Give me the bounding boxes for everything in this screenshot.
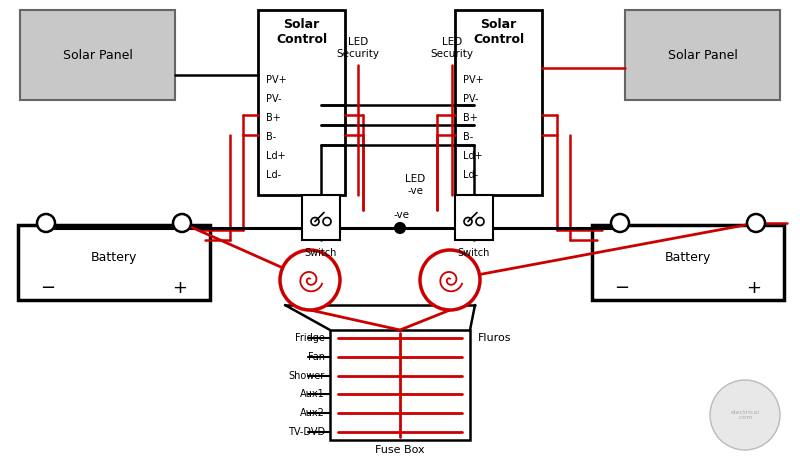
Circle shape [611,214,629,232]
Text: B-: B- [463,132,474,142]
Text: −: − [614,279,630,297]
Text: Fan: Fan [308,352,325,362]
Text: Solar
Control: Solar Control [473,18,524,46]
Text: Fuse Box: Fuse Box [375,445,425,455]
FancyBboxPatch shape [625,10,780,100]
Text: +: + [746,279,762,297]
Circle shape [311,218,319,225]
FancyBboxPatch shape [18,225,210,300]
Circle shape [464,218,472,225]
Text: TV-DVD: TV-DVD [288,427,325,437]
Text: PV-: PV- [266,94,282,104]
Text: -ve: -ve [394,210,410,220]
Text: Shower: Shower [289,370,325,381]
Text: Switch: Switch [458,248,490,258]
FancyBboxPatch shape [455,195,493,240]
Text: Fridge: Fridge [295,333,325,343]
Circle shape [280,250,340,310]
FancyBboxPatch shape [592,225,784,300]
Text: B+: B+ [266,113,281,123]
FancyBboxPatch shape [455,10,542,195]
Circle shape [323,218,331,225]
Text: Battery: Battery [665,251,711,264]
Circle shape [173,214,191,232]
Text: Aux1: Aux1 [300,389,325,399]
Text: LED
-ve: LED -ve [405,174,425,196]
Text: Ld+: Ld+ [266,151,286,161]
Text: Ld+: Ld+ [463,151,482,161]
Circle shape [420,250,480,310]
FancyBboxPatch shape [258,10,345,195]
FancyBboxPatch shape [330,330,470,440]
Circle shape [747,214,765,232]
Text: PV+: PV+ [463,75,484,85]
Text: Battery: Battery [91,251,137,264]
Circle shape [37,214,55,232]
Text: Ld-: Ld- [266,170,281,180]
Text: Switch: Switch [305,248,337,258]
Text: LED
Security: LED Security [430,37,474,59]
Text: Aux2: Aux2 [300,408,325,418]
Text: B-: B- [266,132,276,142]
Text: Ld-: Ld- [463,170,478,180]
Text: B+: B+ [463,113,478,123]
Text: PV-: PV- [463,94,478,104]
Text: Fluros: Fluros [478,333,511,343]
Text: electrical
.com: electrical .com [730,409,759,420]
Text: −: − [41,279,55,297]
Circle shape [710,380,780,450]
FancyBboxPatch shape [20,10,175,100]
Text: Solar
Control: Solar Control [276,18,327,46]
Text: PV+: PV+ [266,75,286,85]
Circle shape [395,223,405,233]
Text: Solar Panel: Solar Panel [667,49,738,62]
Text: Solar Panel: Solar Panel [62,49,133,62]
Circle shape [476,218,484,225]
Text: LED
Security: LED Security [337,37,379,59]
FancyBboxPatch shape [302,195,340,240]
Text: +: + [173,279,187,297]
